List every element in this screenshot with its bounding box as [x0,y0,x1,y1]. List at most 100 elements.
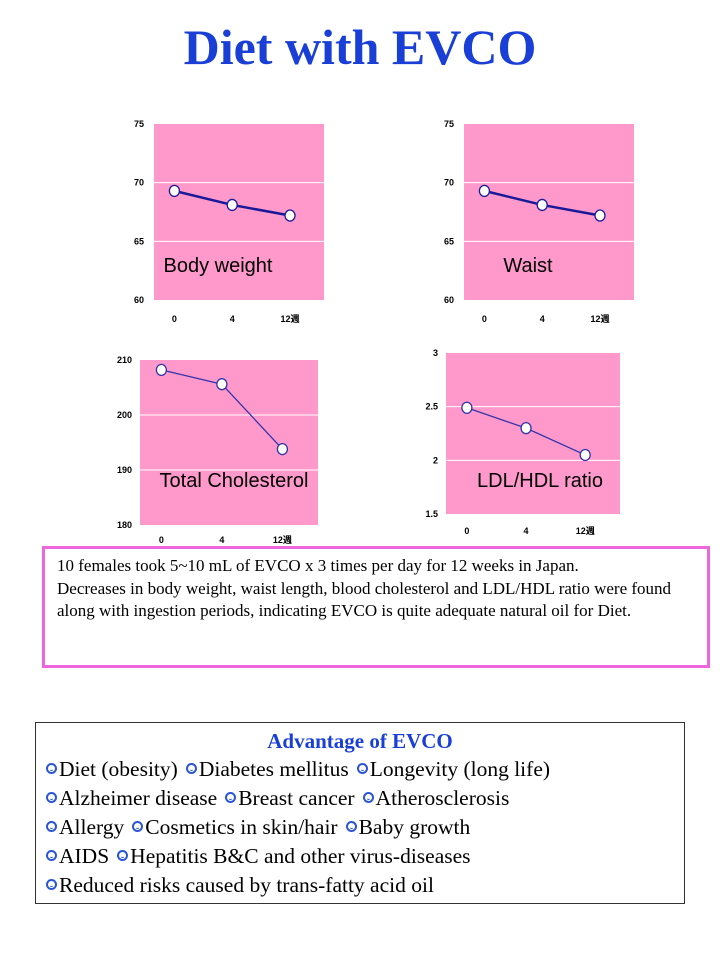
advantage-item: Baby growth [345,815,471,839]
y-tick-label: 70 [444,178,454,188]
data-point [536,198,548,212]
chart-label-ldl-hdl-ratio: LDL/HDL ratio [477,470,603,492]
data-point [155,363,168,377]
x-tick-label: 4 [219,535,224,545]
plot-area [154,124,324,300]
advantages-box: Advantage of EVCO Diet (obesity) Diabetes… [35,722,685,904]
data-point [478,184,491,198]
x-tick-label: 0 [482,314,487,324]
y-tick-label: 210 [117,355,132,365]
advantage-text: Cosmetics in skin/hair [145,815,338,839]
x-tick-label: 12週 [590,314,610,324]
x-tick-label: 12週 [273,535,293,545]
advantage-item: Allergy [46,815,124,839]
description-line-2: Decreases in body weight, waist length, … [57,578,672,621]
advantages-row: AIDS Hepatitis B&C and other virus-diseas… [46,842,674,871]
chart-waist: 60 65 70 75 0 4 12週 Waist [444,119,634,324]
y-tick-label: 2 [433,455,438,465]
advantage-item: Alzheimer disease [46,786,217,810]
y-tick-label: 65 [444,236,454,246]
advantage-text: Baby growth [358,815,471,839]
smiley-bullet-icon [362,792,374,803]
chart-label-total-cholesterol: Total Cholesterol [160,470,309,492]
x-tick-label: 4 [540,314,545,324]
x-tick-label: 0 [172,314,177,324]
y-tick-label: 75 [444,119,454,129]
advantage-item: Longevity (long life) [356,757,551,781]
advantage-text: Diet (obesity) [59,757,178,781]
plot-area [446,353,620,514]
y-tick-label: 60 [444,295,454,305]
description-line-1: 10 females took 5~10 mL of EVCO x 3 time… [57,556,579,575]
smiley-bullet-icon [46,792,57,803]
description-box: 10 females took 5~10 mL of EVCO x 3 time… [42,546,710,668]
x-tick-label: 12週 [280,314,300,324]
advantage-text: Longevity (long life) [369,757,551,781]
advantages-list: Diet (obesity) Diabetes mellitus Longevity… [46,755,674,900]
y-tick-label: 75 [134,119,144,129]
y-tick-label: 70 [134,178,144,188]
data-point [276,442,289,456]
advantage-text: Alzheimer disease [59,786,218,810]
smiley-bullet-icon [46,821,57,832]
advantage-text: Diabetes mellitus [198,757,349,781]
x-tick-label: 0 [159,535,164,545]
smiley-bullet-icon [117,850,129,861]
advantages-row: Reduced risks caused by trans-fatty acid… [46,871,674,900]
advantages-row: Allergy Cosmetics in skin/hair Baby growth [46,813,674,842]
advantage-item: Cosmetics in skin/hair [132,815,338,839]
y-tick-label: 65 [134,236,144,246]
advantage-text: Breast cancer [238,786,355,810]
advantages-row: Diet (obesity) Diabetes mellitus Longevity… [46,755,674,784]
y-tick-label: 60 [134,295,144,305]
advantage-text: Atherosclerosis [375,786,510,810]
data-point [216,378,228,391]
advantage-item: Hepatitis B&C and other virus-diseases [117,844,471,868]
smiley-bullet-icon [185,763,197,774]
chart-label-waist: Waist [503,255,553,277]
x-tick-label: 4 [230,314,235,324]
advantages-row: Alzheimer disease Breast cancer Atheroscle… [46,784,674,813]
advantage-text: Reduced risks caused by trans-fatty acid… [59,873,434,897]
page-title: Diet with EVCO [183,19,537,75]
advantage-text: AIDS [59,844,110,868]
y-tick-label: 2.5 [425,402,438,412]
data-point [461,401,473,414]
data-point [520,421,532,435]
smiley-bullet-icon [46,763,57,774]
smiley-bullet-icon [132,821,144,832]
chart-label-body-weight: Body weight [164,255,273,277]
plot-area [140,360,318,525]
x-tick-label: 12週 [576,526,596,536]
x-tick-label: 0 [464,526,469,536]
smiley-bullet-icon [356,763,368,774]
advantages-title: Advantage of EVCO [267,729,453,753]
y-tick-label: 200 [117,410,132,420]
data-point [594,209,606,222]
data-point [284,209,296,222]
chart-body-weight: 60 65 70 75 0 4 12週 Body weight [134,119,324,324]
advantage-text: Hepatitis B&C and other virus-diseases [130,844,471,868]
advantage-text: Allergy [59,815,125,839]
advantage-item: Reduced risks caused by trans-fatty acid… [46,873,434,897]
smiley-bullet-icon [46,850,57,861]
advantage-item: AIDS [46,844,109,868]
y-tick-label: 1.5 [425,509,438,519]
advantage-item: Breast cancer [225,786,355,810]
chart-total-cholesterol: 180 190 200 210 0 4 12週 Total Cholesterol [117,355,318,545]
y-tick-label: 190 [117,465,132,475]
x-tick-label: 4 [524,526,529,536]
plot-area [464,124,634,300]
smiley-bullet-icon [46,879,57,890]
y-tick-label: 3 [433,348,438,358]
y-tick-label: 180 [117,520,132,530]
advantage-item: Atherosclerosis [362,786,510,810]
smiley-bullet-icon [345,821,357,832]
advantage-item: Diet (obesity) [46,757,178,781]
data-point [226,198,238,212]
data-point [168,184,181,198]
data-point [579,448,591,462]
chart-ldl-hdl-ratio: 1.5 2 2.5 3 0 4 12週 LDL/HDL ratio [425,348,620,536]
smiley-bullet-icon [225,792,237,803]
advantage-item: Diabetes mellitus [185,757,349,781]
